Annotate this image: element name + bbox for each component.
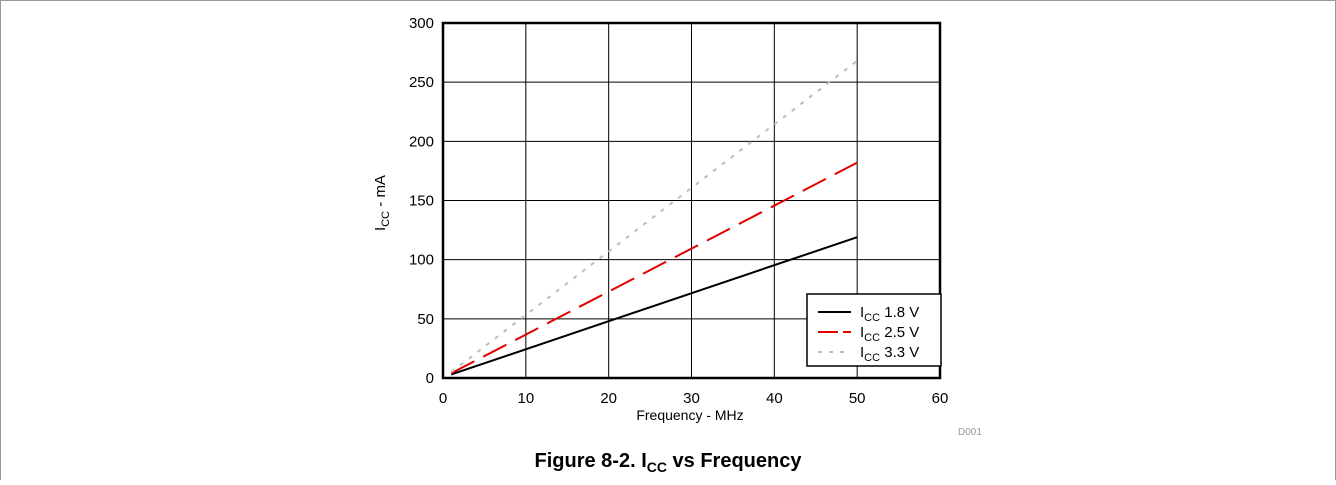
plot-area-frame xyxy=(441,21,942,380)
legend-label-main: I xyxy=(860,324,864,341)
y-axis-title-main: I xyxy=(372,227,389,231)
x-tick-label: 60 xyxy=(932,390,949,407)
legend-label-main: I xyxy=(860,344,864,361)
y-tick-label: 150 xyxy=(409,193,434,210)
legend-label-sub: CC xyxy=(864,312,880,324)
legend-box xyxy=(806,293,942,367)
x-tick-label: 0 xyxy=(439,390,447,407)
y-tick-label: 300 xyxy=(409,15,434,32)
legend-label-sub: CC xyxy=(864,352,880,364)
y-tick-label: 0 xyxy=(426,370,434,387)
y-tick-label: 100 xyxy=(409,252,434,269)
figure-caption-prefix: Figure 8-2. I xyxy=(535,450,647,472)
y-tick-label: 200 xyxy=(409,133,434,150)
x-axis-title: Frequency - MHz xyxy=(636,407,743,423)
x-tick-label: 10 xyxy=(517,390,534,407)
x-tick-label: 40 xyxy=(766,390,783,407)
figure-caption-sub: CC xyxy=(647,459,667,475)
y-axis-title: ICC - mA xyxy=(372,175,392,231)
y-tick-labels: 0 50 100 150 200 250 300 xyxy=(409,15,434,387)
legend-label-2: ICC 3.3 V xyxy=(860,344,919,364)
x-tick-label: 50 xyxy=(849,390,866,407)
legend-label-0: ICC 1.8 V xyxy=(860,304,919,324)
series-line-1 xyxy=(450,161,858,375)
figure-caption: Figure 8-2. ICC vs Frequency xyxy=(535,450,803,475)
legend-label-1: ICC 2.5 V xyxy=(860,324,919,344)
legend-label-suffix: 1.8 V xyxy=(880,304,919,321)
legend-label-suffix: 2.5 V xyxy=(880,324,919,341)
y-tick-label: 250 xyxy=(409,74,434,91)
y-axis-title-suffix: - mA xyxy=(372,175,389,211)
x-tick-label: 20 xyxy=(600,390,617,407)
y-axis-title-sub: CC xyxy=(380,211,392,227)
series-line-0 xyxy=(450,236,858,376)
series-group xyxy=(450,60,858,376)
x-tick-label: 30 xyxy=(683,390,700,407)
y-tick-label: 50 xyxy=(417,311,434,328)
x-tick-labels: 0 10 20 30 40 50 60 xyxy=(439,390,949,407)
legend-label-main: I xyxy=(860,304,864,321)
figure-code: D001 xyxy=(958,427,982,438)
figure-caption-suffix: vs Frequency xyxy=(667,450,802,472)
legend-label-sub: CC xyxy=(864,332,880,344)
legend-label-suffix: 3.3 V xyxy=(880,344,919,361)
series-line-2 xyxy=(450,60,858,373)
